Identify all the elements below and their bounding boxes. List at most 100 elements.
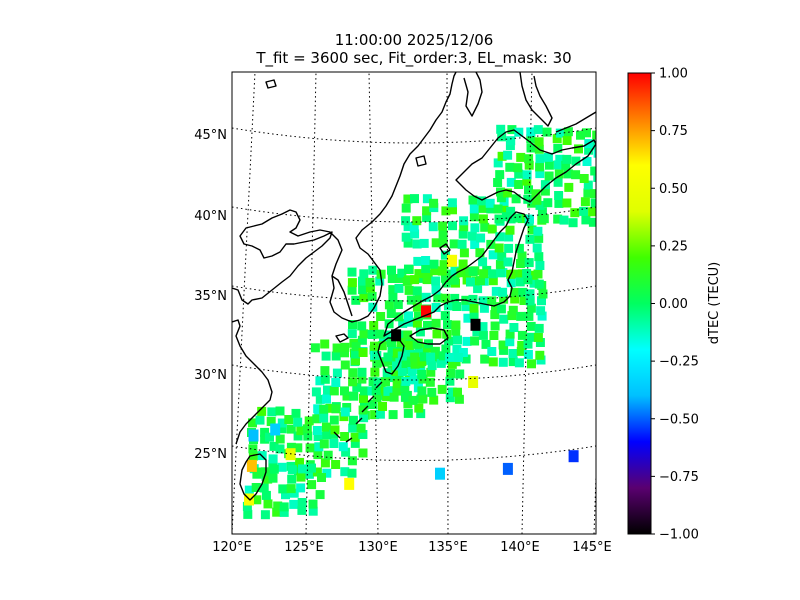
dtec-cell <box>275 406 285 416</box>
dtec-cell <box>279 502 289 512</box>
dtec-cell <box>499 204 509 214</box>
dtec-cell <box>409 375 419 385</box>
dtec-cell <box>368 377 378 387</box>
dtec-cell <box>568 218 578 228</box>
dtec-cell <box>517 330 527 340</box>
dtec-cell <box>504 232 514 242</box>
dtec-cell <box>403 238 413 248</box>
dtec-cell <box>601 174 610 183</box>
dtec-cell <box>503 188 512 198</box>
dtec-cell <box>329 439 339 448</box>
dtec-cell <box>244 485 254 495</box>
dtec-cell <box>413 311 423 321</box>
dtec-cell <box>323 450 333 460</box>
dtec-cell <box>296 472 306 482</box>
dtec-cell <box>401 203 411 213</box>
coast-sado <box>439 243 451 255</box>
dtec-cell <box>403 399 413 409</box>
dtec-cell <box>438 230 448 240</box>
coast-izu <box>415 155 427 167</box>
dtec-cell <box>468 294 478 304</box>
dtec-cell <box>510 294 520 304</box>
dtec-cell <box>347 456 357 466</box>
dtec-cell <box>453 387 462 397</box>
dtec-cell <box>571 170 581 180</box>
dtec-cell <box>393 300 403 309</box>
dtec-cell <box>485 198 495 208</box>
dtec-cell <box>527 332 536 342</box>
dtec-cell <box>487 224 497 234</box>
dtec-cell <box>478 257 488 267</box>
dtec-cell <box>375 329 385 339</box>
dtec-cell <box>403 222 413 232</box>
dtec-cell <box>489 331 499 340</box>
dtec-cell <box>388 285 398 295</box>
colorbar-tick-label: 0.25 <box>659 239 688 254</box>
dtec-cell <box>332 368 342 378</box>
colorbar-tick-label: 0.75 <box>659 124 688 139</box>
dtec-cell <box>369 321 379 330</box>
dtec-cell <box>425 377 435 387</box>
dtec-cell <box>418 394 428 404</box>
dtec-cell <box>406 295 416 305</box>
dtec-cell <box>416 365 426 374</box>
dtec-cell <box>469 303 479 313</box>
dtec-cell <box>534 323 544 333</box>
meridian-140e <box>521 72 533 534</box>
dtec-cell <box>445 352 455 362</box>
dtec-cell <box>373 377 383 387</box>
dtec-cell <box>358 276 367 286</box>
coast-small-islands <box>265 79 277 89</box>
dtec-cell <box>297 505 307 515</box>
dtec-cell <box>524 154 534 164</box>
dtec-cell <box>553 177 563 187</box>
dtec-cell <box>397 268 407 278</box>
dtec-cell <box>509 323 519 332</box>
dtec-cell <box>429 198 439 208</box>
dtec-cell <box>527 359 536 369</box>
dtec-cell <box>517 251 527 261</box>
dtec-cell <box>588 217 596 227</box>
dtec-cell <box>488 357 498 367</box>
dtec-cell <box>490 310 500 320</box>
dtec-point <box>468 376 479 388</box>
dtec-cell <box>518 287 528 297</box>
dtec-cell <box>526 134 536 144</box>
dtec-cell <box>348 320 357 329</box>
dtec-cell <box>293 417 303 427</box>
dtec-cell <box>532 243 542 253</box>
dtec-cell <box>298 464 307 474</box>
dtec-cell <box>372 358 382 368</box>
dtec-cell <box>490 321 500 331</box>
dtec-cell <box>281 490 290 500</box>
dtec-cell <box>303 431 313 441</box>
dtec-cell <box>348 368 358 378</box>
dtec-cell <box>358 285 368 295</box>
latitude-tick-label: 25°N <box>194 447 227 462</box>
dtec-cell <box>455 369 465 379</box>
dtec-cell <box>437 266 447 276</box>
dtec-cell <box>242 501 252 511</box>
dtec-cell <box>410 275 420 285</box>
dtec-cell <box>351 295 361 305</box>
dtec-cell <box>440 273 450 283</box>
dtec-cell <box>590 198 596 208</box>
dtec-cell <box>533 333 543 342</box>
dtec-cell <box>348 415 358 425</box>
dtec-cell <box>428 222 438 232</box>
dtec-cell <box>417 369 427 379</box>
dtec-cell <box>429 395 439 405</box>
dtec-cell <box>584 145 594 155</box>
dtec-cell <box>467 231 477 241</box>
dtec-cell <box>383 352 393 362</box>
dtec-cell <box>402 276 412 286</box>
dtec-point <box>344 477 355 490</box>
meridian-130e <box>368 72 379 534</box>
dtec-cell <box>602 202 611 211</box>
dtec-cell <box>277 424 287 434</box>
dtec-cell <box>470 336 480 346</box>
dtec-cell <box>400 392 410 402</box>
dtec-cell <box>514 127 524 137</box>
dtec-cell <box>368 400 378 409</box>
dtec-cell <box>359 400 369 410</box>
